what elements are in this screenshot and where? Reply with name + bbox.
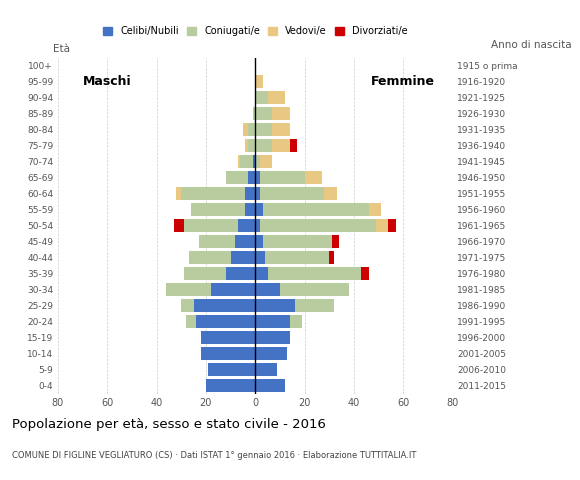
- Bar: [255, 363, 277, 376]
- Bar: [253, 107, 255, 120]
- Bar: [255, 331, 290, 344]
- Bar: [290, 315, 302, 328]
- Bar: [201, 347, 255, 360]
- Bar: [263, 235, 332, 248]
- Bar: [191, 203, 245, 216]
- Bar: [255, 379, 285, 392]
- Bar: [255, 107, 273, 120]
- Bar: [184, 219, 238, 232]
- Bar: [255, 251, 265, 264]
- Bar: [273, 123, 290, 136]
- Bar: [329, 251, 334, 264]
- Bar: [226, 171, 248, 184]
- Bar: [181, 187, 245, 200]
- Bar: [255, 219, 260, 232]
- Bar: [255, 155, 260, 168]
- Bar: [235, 235, 255, 248]
- Bar: [361, 267, 369, 280]
- Legend: Celibi/Nubili, Coniugati/e, Vedovi/e, Divorziati/e: Celibi/Nubili, Coniugati/e, Vedovi/e, Di…: [99, 22, 412, 40]
- Bar: [182, 299, 194, 312]
- Bar: [260, 155, 273, 168]
- Bar: [174, 219, 184, 232]
- Bar: [255, 91, 267, 104]
- Bar: [243, 123, 248, 136]
- Bar: [206, 379, 255, 392]
- Bar: [255, 299, 295, 312]
- Bar: [255, 235, 263, 248]
- Bar: [290, 139, 297, 152]
- Bar: [267, 91, 285, 104]
- Bar: [248, 171, 255, 184]
- Bar: [238, 155, 241, 168]
- Bar: [255, 123, 273, 136]
- Bar: [273, 107, 290, 120]
- Bar: [255, 139, 273, 152]
- Bar: [255, 267, 267, 280]
- Bar: [253, 155, 255, 168]
- Bar: [255, 203, 263, 216]
- Text: Femmine: Femmine: [371, 75, 435, 88]
- Bar: [188, 251, 231, 264]
- Text: Età: Età: [53, 45, 70, 54]
- Text: Anno di nascita: Anno di nascita: [491, 40, 571, 50]
- Bar: [196, 315, 255, 328]
- Bar: [255, 347, 287, 360]
- Text: Maschi: Maschi: [83, 75, 132, 88]
- Bar: [260, 171, 305, 184]
- Bar: [238, 219, 255, 232]
- Bar: [255, 187, 260, 200]
- Bar: [255, 315, 290, 328]
- Bar: [194, 299, 255, 312]
- Bar: [245, 139, 248, 152]
- Text: Popolazione per età, sesso e stato civile - 2016: Popolazione per età, sesso e stato civil…: [12, 418, 325, 431]
- Bar: [248, 123, 255, 136]
- Bar: [280, 283, 349, 296]
- Bar: [389, 219, 396, 232]
- Bar: [198, 235, 235, 248]
- Bar: [211, 283, 255, 296]
- Bar: [255, 75, 263, 88]
- Bar: [245, 203, 255, 216]
- Bar: [226, 267, 255, 280]
- Bar: [255, 171, 260, 184]
- Bar: [332, 235, 339, 248]
- Bar: [260, 187, 324, 200]
- Bar: [248, 139, 255, 152]
- Text: COMUNE DI FIGLINE VEGLIATURO (CS) · Dati ISTAT 1° gennaio 2016 · Elaborazione TU: COMUNE DI FIGLINE VEGLIATURO (CS) · Dati…: [12, 451, 416, 460]
- Bar: [186, 315, 196, 328]
- Bar: [265, 251, 329, 264]
- Bar: [241, 155, 253, 168]
- Bar: [260, 219, 376, 232]
- Bar: [208, 363, 255, 376]
- Bar: [267, 267, 361, 280]
- Bar: [255, 283, 280, 296]
- Bar: [324, 187, 336, 200]
- Bar: [231, 251, 255, 264]
- Bar: [245, 187, 255, 200]
- Bar: [273, 139, 290, 152]
- Bar: [176, 187, 181, 200]
- Bar: [201, 331, 255, 344]
- Bar: [184, 267, 226, 280]
- Bar: [369, 203, 381, 216]
- Bar: [263, 203, 369, 216]
- Bar: [304, 171, 322, 184]
- Bar: [166, 283, 211, 296]
- Bar: [376, 219, 389, 232]
- Bar: [295, 299, 334, 312]
